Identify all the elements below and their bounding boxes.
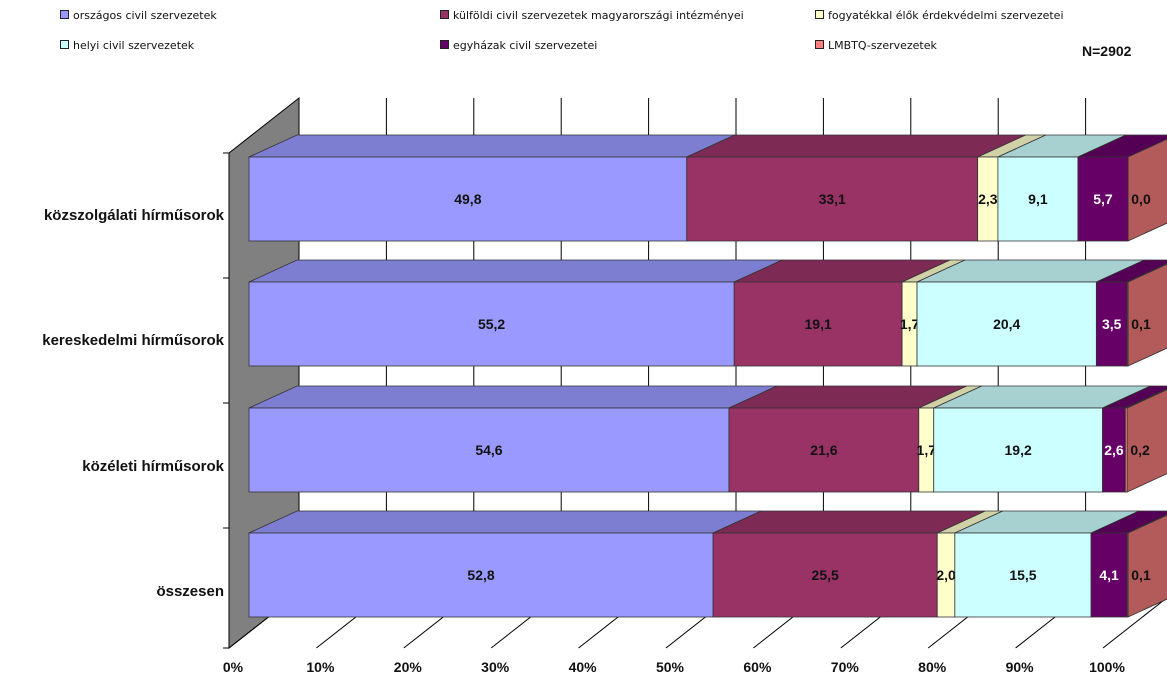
data-label: 2,6 (1104, 442, 1124, 458)
legend-label: egyházak civil szervezetei (453, 39, 598, 52)
category-label: közszolgálati hírműsorok (44, 207, 225, 224)
category-label: összesen (156, 583, 224, 600)
bar-top (248, 510, 762, 534)
legend-item-kulfoldi: külföldi civil szervezetek magyarországi… (440, 9, 744, 22)
legend-label: LMBTQ-szervezetek (828, 39, 937, 52)
legend-item-fogyatekkal: fogyatékkal élők érdekvédelmi szervezete… (815, 9, 1064, 22)
data-label: 20,4 (993, 316, 1020, 332)
legend-item-orszagos: országos civil szervezetek (60, 9, 217, 22)
data-label: 33,1 (819, 191, 846, 207)
bar-segment (1126, 281, 1129, 367)
legend-label: fogyatékkal élők érdekvédelmi szervezete… (828, 9, 1064, 22)
data-label: 1,7 (900, 316, 920, 332)
bar-top (248, 385, 778, 409)
data-label: 54,6 (475, 442, 502, 458)
x-tick-label: 50% (656, 659, 685, 675)
data-label: 0,1 (1131, 316, 1151, 332)
x-tick-label: 0% (223, 659, 244, 675)
category-label: közéleti hírműsorok (82, 458, 224, 475)
data-label: 19,2 (1005, 442, 1032, 458)
data-label: 9,1 (1028, 191, 1048, 207)
data-label: 25,5 (812, 567, 839, 583)
floor-gridline (1102, 597, 1167, 649)
bar-segment (997, 156, 1079, 242)
data-label: 15,5 (1009, 567, 1036, 583)
bar-top (686, 134, 1026, 158)
bar-segment (954, 532, 1092, 618)
legend-swatch (60, 40, 69, 49)
legend-label: külföldi civil szervezetek magyarországi… (453, 9, 744, 22)
x-tick-label: 60% (743, 659, 772, 675)
legend-item-helyi: helyi civil szervezetek (60, 39, 194, 52)
legend-swatch (440, 40, 449, 49)
x-tick-label: 30% (481, 659, 510, 675)
data-label: 3,5 (1102, 316, 1122, 332)
data-label: 2,3 (978, 191, 998, 207)
bar-segment (1077, 156, 1129, 242)
data-label: 52,8 (467, 567, 494, 583)
bar-segment (733, 281, 903, 367)
data-label: 21,6 (810, 442, 837, 458)
x-tick-label: 80% (918, 659, 947, 675)
x-tick-label: 70% (831, 659, 860, 675)
legend-swatch (815, 40, 824, 49)
bar-segment (248, 407, 730, 493)
bar-segment (248, 281, 735, 367)
x-tick-label: 100% (1089, 659, 1125, 675)
legend-swatch (815, 10, 824, 19)
data-label: 0,1 (1131, 567, 1151, 583)
data-label: 19,1 (805, 316, 832, 332)
bar-segment (1124, 407, 1128, 493)
sample-size-label: N=2902 (1082, 43, 1132, 59)
x-tick-label: 20% (394, 659, 423, 675)
x-tick-label: 40% (569, 659, 598, 675)
bar-top (248, 259, 783, 283)
bar-segment (1126, 532, 1129, 618)
bar-segment (248, 156, 688, 242)
legend-item-lmbtq: LMBTQ-szervezetek (815, 39, 937, 52)
data-label: 0,2 (1130, 442, 1150, 458)
legend-swatch (60, 10, 69, 19)
legend-item-egyhazak: egyházak civil szervezetei (440, 39, 597, 52)
legend-label: helyi civil szervezetek (73, 39, 195, 52)
data-label: 49,8 (454, 191, 481, 207)
bar-segment (933, 407, 1103, 493)
data-label: 5,7 (1093, 191, 1113, 207)
bar-segment (1095, 281, 1128, 367)
bar-top (248, 134, 735, 158)
bar-segment (728, 407, 920, 493)
data-label: 0,0 (1131, 191, 1151, 207)
bar-segment (248, 532, 714, 618)
x-tick-label: 90% (1006, 659, 1035, 675)
data-label: 4,1 (1099, 567, 1119, 583)
x-tick-label: 10% (306, 659, 335, 675)
bar-segment (712, 532, 938, 618)
data-label: 55,2 (478, 316, 505, 332)
legend-swatch (440, 10, 449, 19)
legend-label: országos civil szervezetek (73, 9, 217, 22)
data-label: 1,7 (917, 442, 937, 458)
bar-segment (686, 156, 979, 242)
bar-segment (916, 281, 1097, 367)
data-label: 2,0 (936, 567, 956, 583)
category-label: kereskedelmi hírműsorok (42, 332, 224, 349)
